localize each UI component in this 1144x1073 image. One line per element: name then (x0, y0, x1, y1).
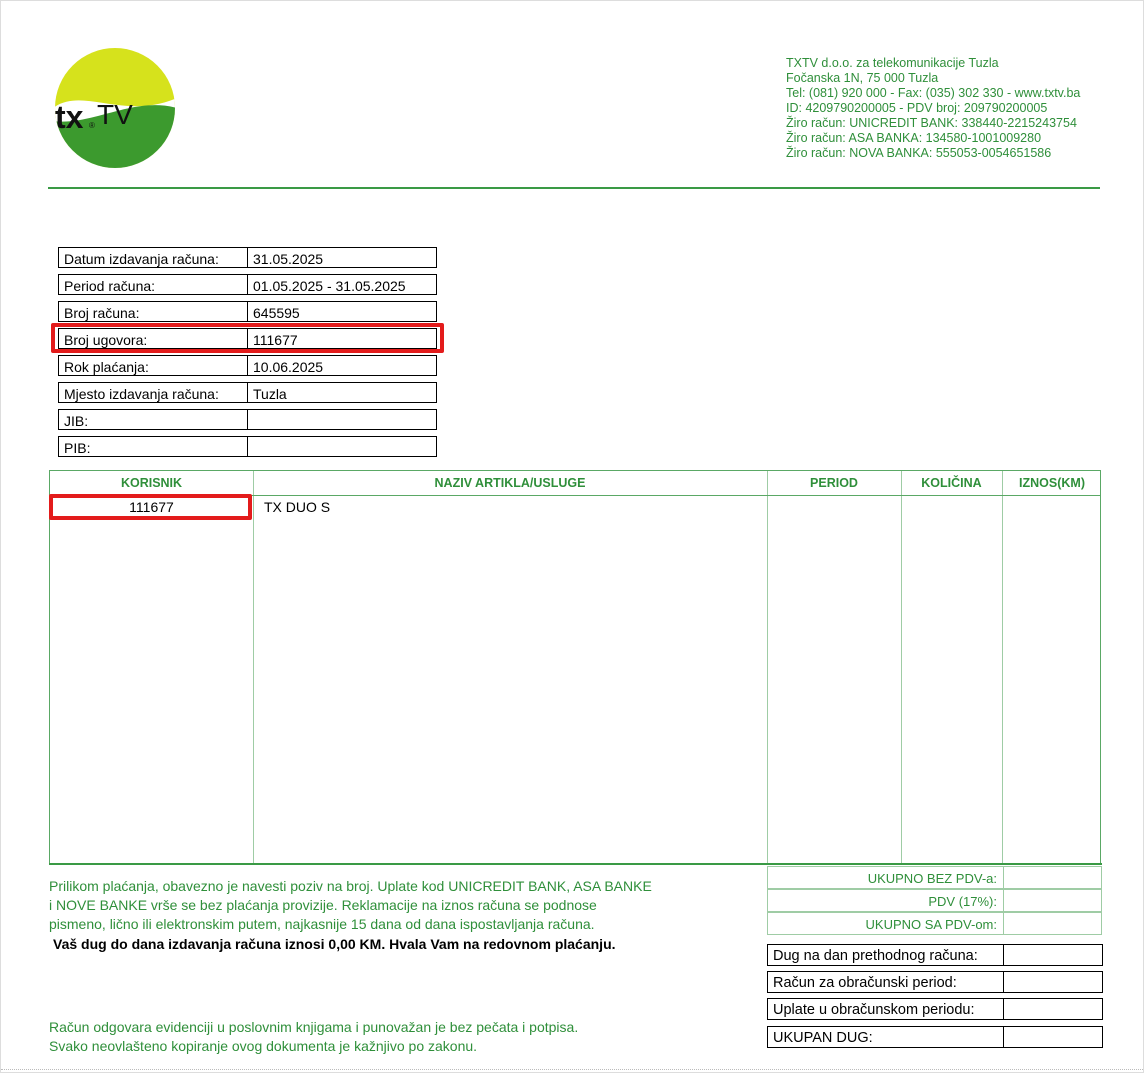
info-value (248, 410, 258, 429)
info-value (248, 437, 258, 456)
svg-text:®: ® (89, 121, 95, 130)
total-label: UKUPNO SA PDV-om: (865, 917, 997, 932)
header-naziv: NAZIV ARTIKLA/USLUGE (434, 476, 586, 490)
info-row: Rok plaćanja: 10.06.2025 (58, 355, 437, 376)
info-label: Rok plaćanja: (59, 356, 248, 375)
table-bottom-line (49, 863, 1102, 865)
header-korisnik: KORISNIK (120, 476, 183, 490)
info-value: 10.06.2025 (253, 359, 324, 375)
header-separator (50, 495, 1100, 496)
debt-message: Vaš dug do dana izdavanja računa iznosi … (53, 936, 616, 952)
column-kolicina (901, 471, 1003, 863)
svg-text:tx: tx (55, 99, 84, 135)
info-row: Period računa: 01.05.2025 - 31.05.2025 (58, 274, 437, 295)
legal-note: Račun odgovara evidenciji u poslovnim kn… (49, 1018, 578, 1056)
company-line: Fočanska 1N, 75 000 Tuzla (786, 71, 939, 85)
payment-note: Prilikom plaćanja, obavezno je navesti p… (49, 877, 652, 934)
debt-label: UKUPAN DUG: (773, 1030, 873, 1046)
info-row: Datum izdavanja računa: 31.05.2025 (58, 247, 437, 268)
info-label: Period računa: (59, 275, 248, 294)
debt-label: Račun za obračunski period: (773, 975, 957, 991)
total-row: UKUPNO BEZ PDV-a: (767, 866, 1102, 889)
payment-note-line: pismeno, lično ili elektronskim putem, n… (49, 916, 595, 932)
debt-row: Uplate u obračunskom periodu: (767, 998, 1103, 1020)
svg-text:TV: TV (97, 99, 133, 130)
total-row: UKUPNO SA PDV-om: (767, 912, 1102, 935)
info-label: JIB: (59, 410, 248, 429)
info-row: PIB: (58, 436, 437, 457)
legal-note-line: Svako neovlašteno kopiranje ovog dokumen… (49, 1038, 478, 1054)
column-period (767, 471, 902, 863)
debt-label: Uplate u obračunskom periodu: (773, 1002, 975, 1018)
info-value: Tuzla (253, 386, 287, 402)
header-divider (48, 187, 1100, 189)
company-line: Žiro račun: ASA BANKA: 134580-1001009280 (786, 131, 1042, 145)
debt-row: Račun za obračunski period: (767, 971, 1103, 993)
info-row: JIB: (58, 409, 437, 430)
info-row: Broj računa: 645595 (58, 301, 437, 322)
company-line: Žiro račun: NOVA BANKA: 555053-005465158… (786, 146, 1052, 160)
total-row: PDV (17%): (767, 889, 1102, 912)
cell-naziv: TX DUO S (264, 499, 331, 515)
company-line: TXTV d.o.o. za telekomunikacije Tuzla (786, 56, 999, 70)
info-row: Broj ugovora: 111677 (58, 328, 437, 349)
page-edge (1, 1069, 1143, 1070)
info-label: Broj računa: (59, 302, 248, 321)
info-label: Datum izdavanja računa: (59, 248, 248, 267)
company-line: Tel: (081) 920 000 - Fax: (035) 302 330 … (786, 86, 1081, 100)
info-row: Mjesto izdavanja računa: Tuzla (58, 382, 437, 403)
items-table: KORISNIK NAZIV ARTIKLA/USLUGE PERIOD KOL… (49, 470, 1101, 864)
highlight-user-id (49, 494, 252, 520)
company-info: TXTV d.o.o. za telekomunikacije Tuzla Fo… (786, 56, 1080, 161)
cell-korisnik: 111677 (129, 499, 174, 515)
debt-label: Dug na dan prethodnog računa: (773, 948, 978, 964)
column-korisnik (50, 471, 254, 863)
info-value: 01.05.2025 - 31.05.2025 (253, 278, 406, 294)
company-line: Žiro račun: UNICREDIT BANK: 338440-22152… (786, 116, 1077, 130)
legal-note-line: Račun odgovara evidenciji u poslovnim kn… (49, 1019, 579, 1035)
header-period: PERIOD (810, 476, 858, 490)
info-value: 31.05.2025 (253, 251, 324, 267)
total-label: PDV (17%): (928, 894, 997, 909)
txtv-logo: tx ® TV (55, 48, 175, 168)
payment-note-line: i NOVE BANKE vrše se bez plaćanja proviz… (49, 897, 597, 913)
company-line: ID: 4209790200005 - PDV broj: 2097902000… (786, 101, 1048, 115)
column-naziv (253, 471, 768, 863)
payment-note-line: Prilikom plaćanja, obavezno je navesti p… (49, 878, 652, 894)
debt-row: Dug na dan prethodnog računa: (767, 944, 1103, 966)
total-label: UKUPNO BEZ PDV-a: (867, 871, 997, 886)
debt-row: UKUPAN DUG: (767, 1026, 1103, 1048)
highlight-contract-number (51, 323, 444, 353)
info-label: Mjesto izdavanja računa: (59, 383, 248, 402)
info-label: Broj ugovora: (59, 329, 248, 348)
info-value: 111677 (253, 332, 298, 348)
info-label: PIB: (59, 437, 248, 456)
header-iznos: IZNOS(KM) (1019, 476, 1085, 490)
info-value: 645595 (253, 305, 300, 321)
header-kolicina: KOLIČINA (921, 476, 982, 490)
